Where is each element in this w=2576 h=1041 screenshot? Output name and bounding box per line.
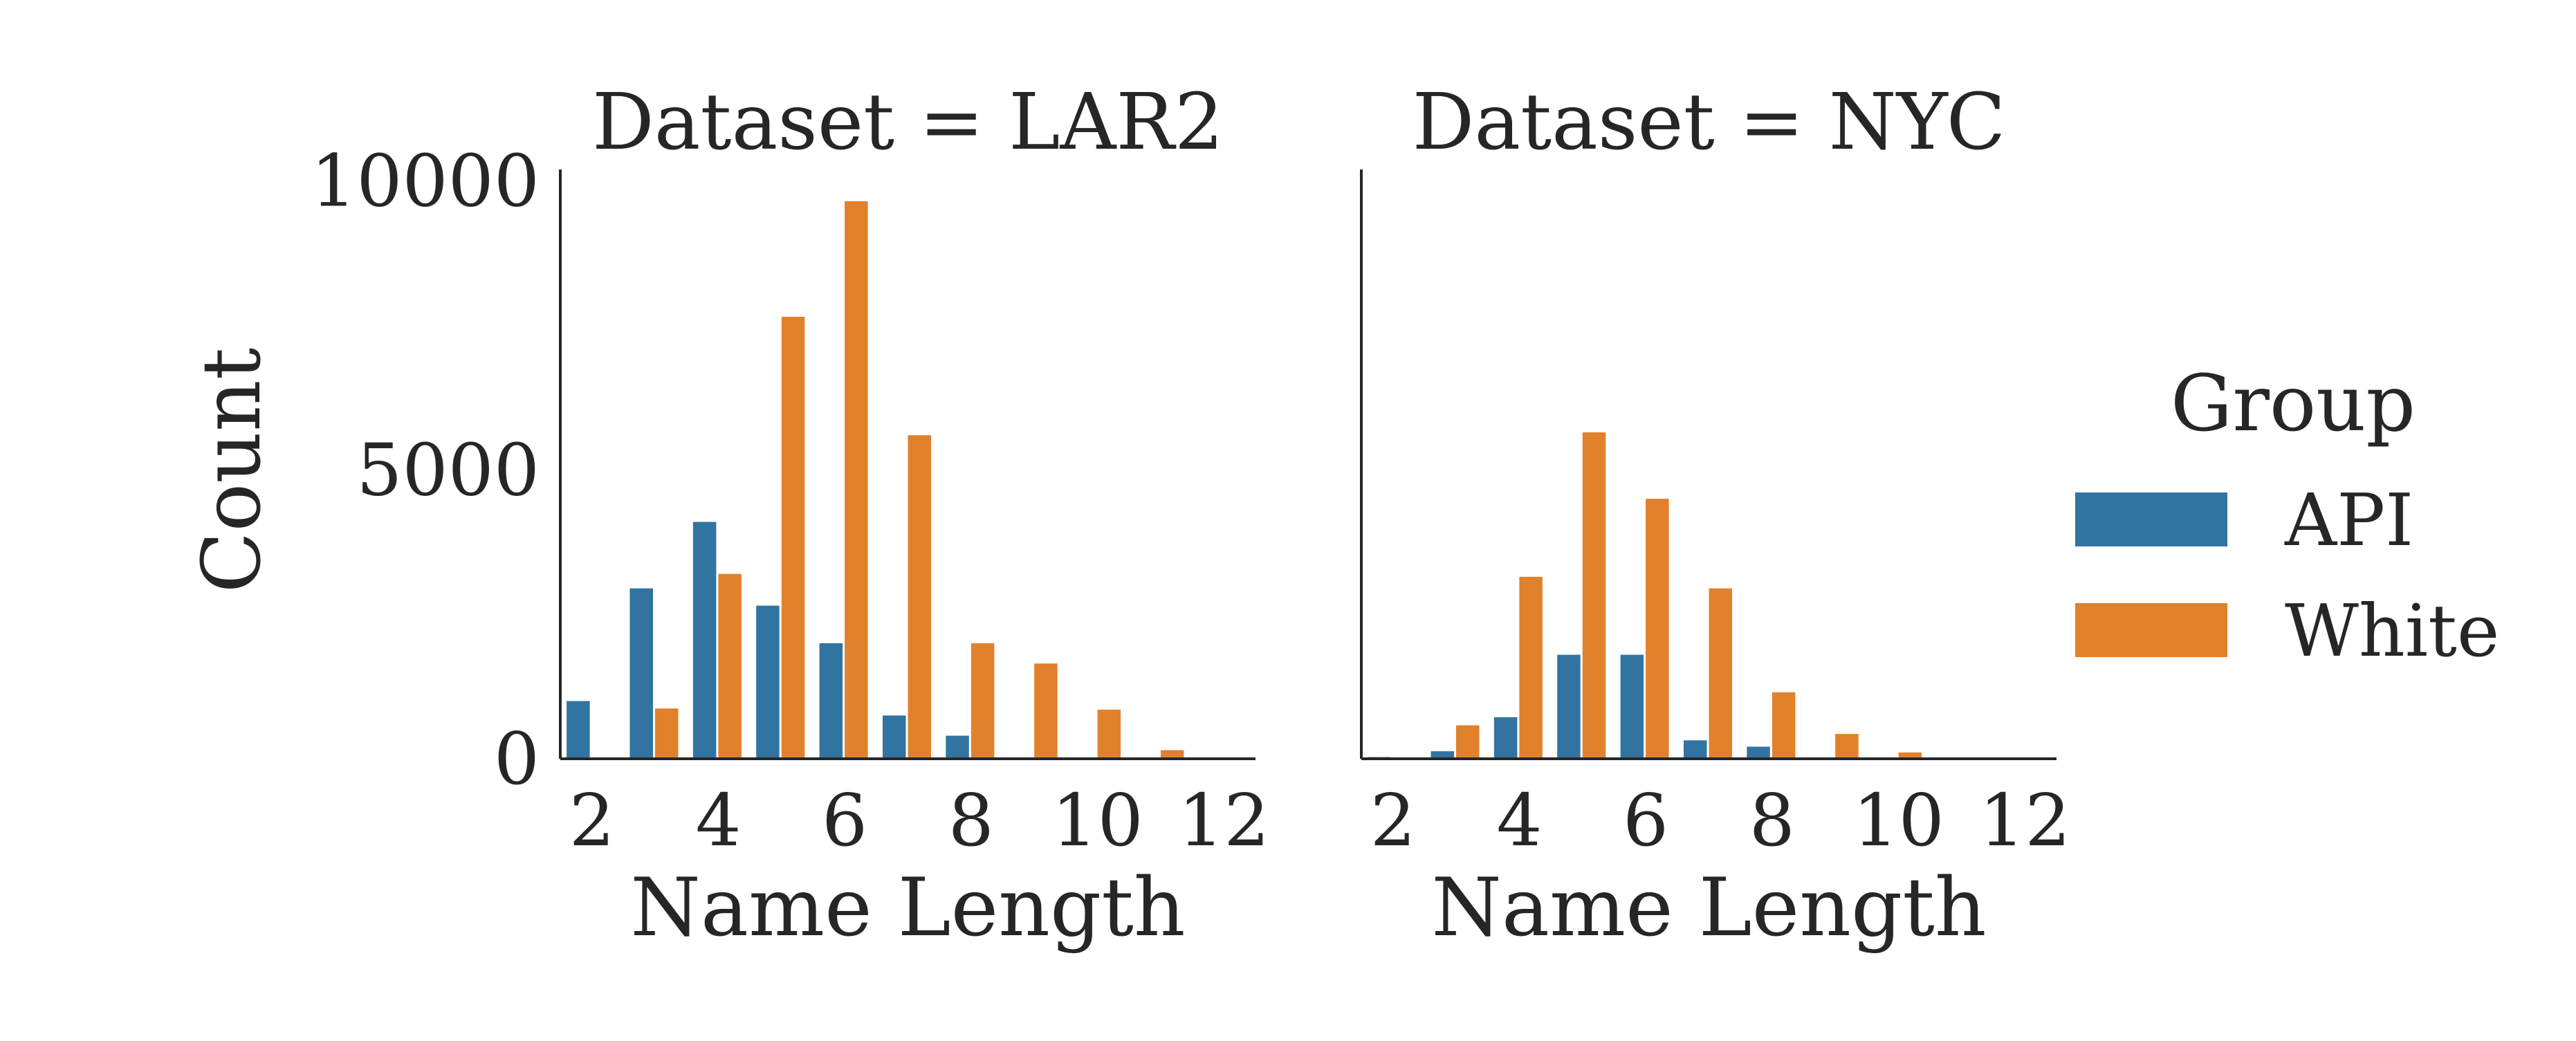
bar-api-8 — [946, 735, 969, 759]
x-tick-label: 10 — [1852, 778, 1944, 863]
legend-swatch-white — [2075, 603, 2227, 657]
bar-white-3 — [655, 708, 679, 759]
x-tick-label: 4 — [1496, 778, 1542, 863]
x-tick-label: 8 — [1749, 778, 1795, 863]
bar-white-7 — [1709, 588, 1732, 759]
x-tick-label: 8 — [948, 778, 994, 863]
x-tick-label: 4 — [695, 778, 741, 863]
bar-white-4 — [1519, 576, 1543, 759]
x-tick-label: 6 — [822, 778, 867, 863]
x-tick-label: 2 — [569, 778, 615, 863]
bar-white-9 — [1034, 663, 1058, 759]
bar-white-4 — [718, 573, 742, 759]
bar-white-10 — [1097, 710, 1121, 759]
bar-white-8 — [1772, 692, 1796, 759]
legend-title: Group — [2171, 359, 2416, 449]
y-tick-label: 10000 — [311, 139, 540, 223]
bar-api-3 — [1430, 751, 1454, 759]
x-axis-label: Name Length — [1431, 861, 1986, 955]
bar-api-6 — [819, 643, 843, 759]
x-tick-label: 6 — [1623, 778, 1668, 863]
bar-white-6 — [845, 201, 868, 759]
panel-title: Dataset = LAR2 — [592, 77, 1224, 167]
bar-api-2 — [567, 701, 590, 759]
bar-api-6 — [1620, 654, 1644, 759]
legend-label-api: API — [2284, 478, 2413, 562]
bar-white-10 — [1898, 752, 1922, 759]
bar-api-7 — [883, 715, 906, 759]
bar-white-7 — [908, 435, 931, 759]
legend-label-white: White — [2285, 589, 2499, 673]
bar-api-3 — [629, 588, 653, 759]
bar-white-11 — [1161, 750, 1184, 759]
panel-nyc: 2 4 6 8 10 12 Dataset = NYC Name Length — [1360, 77, 2070, 955]
legend: Group API White — [2075, 359, 2499, 673]
bar-api-4 — [692, 522, 717, 759]
bar-white-9 — [1835, 734, 1859, 759]
panel-title: Dataset = NYC — [1413, 77, 2006, 167]
x-tick-label: 12 — [1178, 778, 1269, 863]
bar-api-8 — [1747, 746, 1770, 759]
bar-white-5 — [1582, 432, 1606, 759]
bar-api-5 — [756, 605, 780, 759]
bar-api-5 — [1557, 654, 1581, 759]
y-axis-label: Count — [185, 348, 279, 593]
bar-white-5 — [781, 317, 805, 759]
bar-api-7 — [1684, 740, 1707, 759]
panel-lar2: 2 4 6 8 10 12 0 5000 10000 Dataset = LAR2 Name Len… — [311, 77, 1269, 955]
y-tick-label: 0 — [494, 717, 540, 801]
bar-api-4 — [1493, 717, 1518, 759]
y-tick-label: 5000 — [356, 427, 540, 512]
bar-white-3 — [1456, 725, 1480, 759]
bar-white-8 — [970, 643, 995, 759]
x-tick-label: 2 — [1370, 778, 1416, 863]
x-tick-label: 12 — [1979, 778, 2070, 863]
x-tick-label: 10 — [1051, 778, 1143, 863]
legend-swatch-api — [2075, 492, 2227, 546]
bar-white-6 — [1646, 499, 1669, 759]
x-axis-label: Name Length — [630, 861, 1185, 955]
